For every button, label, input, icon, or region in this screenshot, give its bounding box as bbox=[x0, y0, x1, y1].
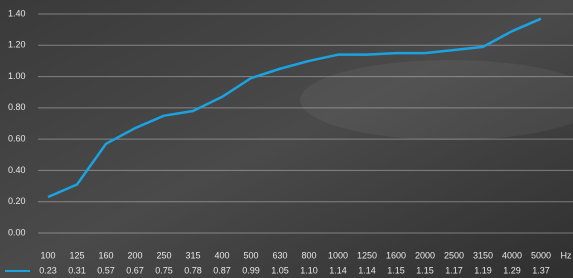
x-tick-label: 125 bbox=[69, 250, 84, 260]
x-tick-label: 200 bbox=[127, 250, 142, 260]
x-tick-label: 2500 bbox=[444, 250, 464, 260]
x-tick-label: 4000 bbox=[502, 250, 522, 260]
x-tick-label: 315 bbox=[185, 250, 200, 260]
x-tick-label: 500 bbox=[243, 250, 258, 260]
x-tick-label: 800 bbox=[301, 250, 316, 260]
x-tick-label: 1000 bbox=[328, 250, 348, 260]
y-tick-label: 0.20 bbox=[8, 196, 26, 206]
value-label: 0.75 bbox=[155, 265, 173, 275]
value-label: 0.57 bbox=[97, 265, 115, 275]
x-tick-label: 1600 bbox=[386, 250, 406, 260]
y-tick-label: 0.60 bbox=[8, 134, 26, 144]
value-label: 1.14 bbox=[358, 265, 376, 275]
value-label: 0.99 bbox=[242, 265, 260, 275]
x-tick-label: 1250 bbox=[357, 250, 377, 260]
x-tick-label: 250 bbox=[156, 250, 171, 260]
x-tick-label: 400 bbox=[214, 250, 229, 260]
value-label: 0.31 bbox=[68, 265, 86, 275]
chart: Hz 0.00 0.20 0.40 0.60 0.80 1.00 1.20 1.40 100 0.… bbox=[0, 0, 573, 278]
value-label: 1.14 bbox=[329, 265, 347, 275]
x-tick-label: 2000 bbox=[415, 250, 435, 260]
y-tick-label: 1.40 bbox=[8, 8, 26, 18]
y-tick-label: 0.40 bbox=[8, 165, 26, 175]
value-label: 0.78 bbox=[184, 265, 202, 275]
y-tick-label: 0.80 bbox=[8, 102, 26, 112]
value-label: 1.19 bbox=[474, 265, 492, 275]
x-tick-label: 100 bbox=[40, 250, 55, 260]
value-label: 0.23 bbox=[39, 265, 57, 275]
value-label: 1.29 bbox=[503, 265, 521, 275]
y-tick-label: 1.20 bbox=[8, 40, 26, 50]
value-label: 1.15 bbox=[387, 265, 405, 275]
value-label: 1.10 bbox=[300, 265, 318, 275]
value-label: 1.15 bbox=[416, 265, 434, 275]
x-axis-unit: Hz bbox=[561, 250, 572, 260]
value-label: 0.87 bbox=[213, 265, 231, 275]
x-tick-label: 160 bbox=[98, 250, 113, 260]
x-tick-label: 5000 bbox=[531, 250, 551, 260]
x-tick-label: 630 bbox=[272, 250, 287, 260]
x-tick-label: 3150 bbox=[473, 250, 493, 260]
y-tick-label: 0.00 bbox=[8, 227, 26, 237]
y-tick-label: 1.00 bbox=[8, 71, 26, 81]
value-label: 1.17 bbox=[445, 265, 463, 275]
value-label: 0.67 bbox=[126, 265, 144, 275]
value-label: 1.37 bbox=[532, 265, 550, 275]
value-label: 1.05 bbox=[271, 265, 289, 275]
